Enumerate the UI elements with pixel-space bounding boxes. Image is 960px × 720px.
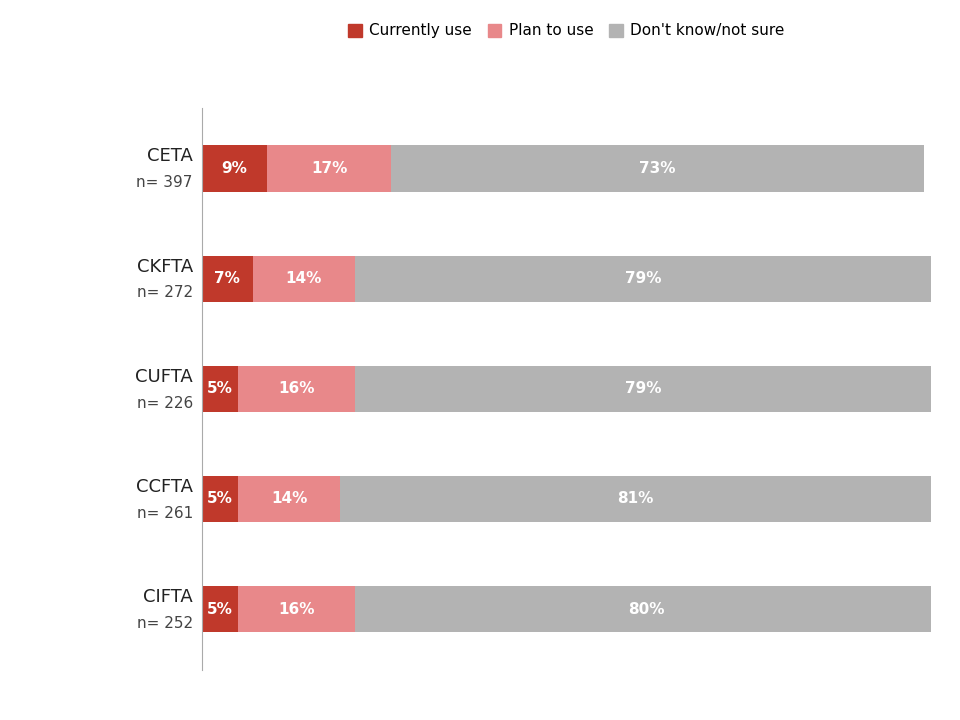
Bar bbox=[202, 145, 267, 192]
Text: 5%: 5% bbox=[207, 601, 232, 616]
Text: n= 261: n= 261 bbox=[136, 505, 193, 521]
Text: 73%: 73% bbox=[639, 161, 676, 176]
Text: CKFTA: CKFTA bbox=[136, 258, 193, 276]
Bar bbox=[238, 476, 340, 522]
Bar bbox=[340, 476, 931, 522]
Text: CETA: CETA bbox=[147, 148, 193, 166]
Bar bbox=[202, 586, 238, 632]
Text: 79%: 79% bbox=[625, 382, 661, 396]
Text: 16%: 16% bbox=[278, 382, 315, 396]
Bar bbox=[267, 145, 392, 192]
Text: 5%: 5% bbox=[207, 492, 232, 506]
Text: CCFTA: CCFTA bbox=[136, 478, 193, 496]
Text: 14%: 14% bbox=[271, 492, 307, 506]
Text: 7%: 7% bbox=[214, 271, 240, 286]
Bar bbox=[202, 476, 238, 522]
Bar bbox=[392, 145, 924, 192]
Text: 16%: 16% bbox=[278, 601, 315, 616]
Text: 79%: 79% bbox=[625, 271, 661, 286]
Text: 81%: 81% bbox=[617, 492, 654, 506]
Bar bbox=[238, 586, 355, 632]
Text: n= 252: n= 252 bbox=[136, 616, 193, 631]
Bar bbox=[355, 586, 939, 632]
Bar bbox=[355, 256, 931, 302]
Bar bbox=[238, 366, 355, 412]
Bar bbox=[355, 366, 931, 412]
Text: 5%: 5% bbox=[207, 382, 232, 396]
Text: CUFTA: CUFTA bbox=[135, 368, 193, 386]
Text: 9%: 9% bbox=[222, 161, 248, 176]
Legend: Currently use, Plan to use, Don't know/not sure: Currently use, Plan to use, Don't know/n… bbox=[342, 17, 791, 45]
Bar bbox=[202, 366, 238, 412]
Text: 17%: 17% bbox=[311, 161, 348, 176]
Text: 14%: 14% bbox=[285, 271, 322, 286]
Text: n= 272: n= 272 bbox=[136, 286, 193, 300]
Text: CIFTA: CIFTA bbox=[143, 588, 193, 606]
Bar bbox=[252, 256, 355, 302]
Text: n= 226: n= 226 bbox=[136, 395, 193, 410]
Text: 80%: 80% bbox=[629, 601, 665, 616]
Bar bbox=[202, 256, 252, 302]
Text: n= 397: n= 397 bbox=[136, 176, 193, 190]
